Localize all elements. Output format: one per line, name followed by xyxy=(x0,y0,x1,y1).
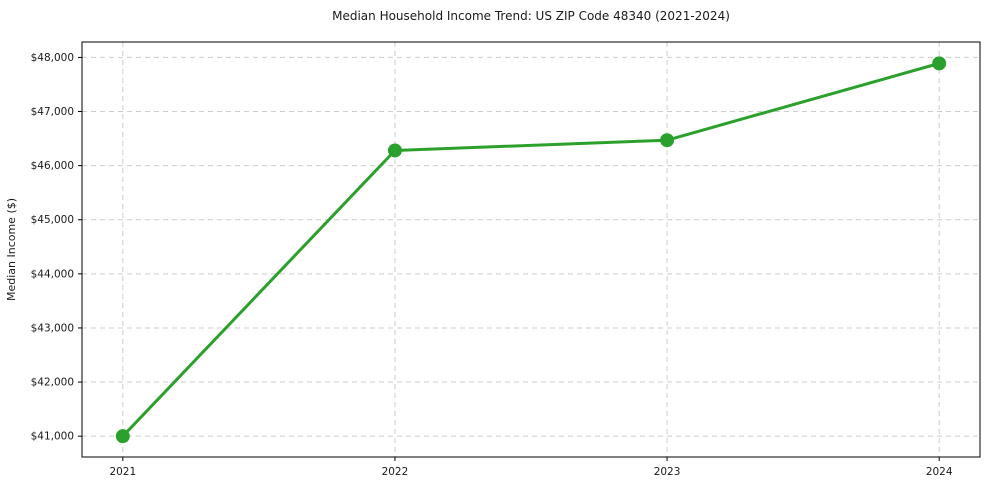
y-tick-label: $45,000 xyxy=(31,214,74,226)
x-tick-label: 2022 xyxy=(382,466,409,478)
plot-area xyxy=(82,42,980,457)
y-tick-label: $43,000 xyxy=(31,322,74,334)
data-line xyxy=(121,61,941,438)
data-point xyxy=(115,429,130,444)
y-tick-label: $41,000 xyxy=(31,431,74,443)
x-tick-label: 2023 xyxy=(654,466,681,478)
x-tick-label: 2024 xyxy=(926,466,953,478)
chart-title: Median Household Income Trend: US ZIP Co… xyxy=(332,9,730,23)
x-tick-label: 2021 xyxy=(109,466,136,478)
y-tick-label: $46,000 xyxy=(31,160,74,172)
y-tick-label: $48,000 xyxy=(31,52,74,64)
data-point xyxy=(932,56,947,71)
y-axis-label: Median Income ($) xyxy=(5,198,18,301)
y-tick-label: $42,000 xyxy=(31,377,74,389)
data-point xyxy=(660,133,675,148)
y-tick-label: $44,000 xyxy=(31,268,74,280)
y-tick-label: $47,000 xyxy=(31,106,74,118)
data-point xyxy=(387,143,402,158)
plot-border xyxy=(81,41,981,458)
